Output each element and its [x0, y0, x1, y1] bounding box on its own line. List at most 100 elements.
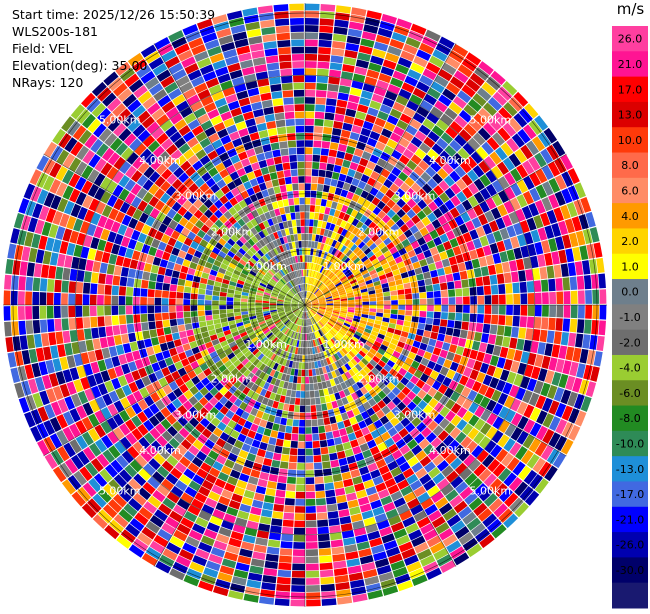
velocity-cell	[47, 293, 54, 305]
velocity-cell	[320, 4, 335, 12]
velocity-cell	[344, 116, 354, 125]
velocity-cell	[286, 119, 295, 126]
velocity-cell	[544, 253, 553, 266]
velocity-cell	[497, 325, 505, 335]
velocity-cell	[468, 322, 476, 331]
velocity-cell	[571, 305, 578, 318]
velocity-cell	[463, 305, 470, 313]
velocity-cell	[213, 314, 220, 319]
velocity-cell	[307, 255, 310, 262]
velocity-cell	[248, 299, 255, 302]
velocity-cell	[181, 266, 189, 274]
velocity-cell	[520, 316, 527, 327]
velocity-cell	[157, 328, 165, 336]
velocity-cell	[83, 317, 90, 328]
velocity-cell	[451, 336, 459, 345]
velocity-cell	[311, 184, 317, 191]
velocity-cell	[305, 104, 315, 111]
velocity-cell	[264, 151, 273, 159]
velocity-cell	[512, 316, 519, 327]
velocity-cell	[185, 323, 193, 330]
velocity-cell	[40, 278, 48, 291]
velocity-cell	[206, 315, 213, 321]
velocity-cell	[160, 259, 168, 268]
velocity-cell	[300, 348, 303, 355]
velocity-cell	[341, 303, 348, 305]
velocity-cell	[564, 305, 571, 318]
velocity-cell	[449, 344, 457, 353]
velocity-cell	[377, 297, 384, 301]
velocity-cell	[146, 347, 155, 356]
velocity-cell	[520, 282, 527, 293]
velocity-cell	[305, 32, 318, 39]
velocity-cell	[241, 308, 248, 311]
velocity-cell	[339, 85, 351, 93]
velocity-cell	[326, 497, 336, 505]
velocity-cell	[199, 283, 206, 289]
velocity-cell	[305, 348, 307, 355]
velocity-cell	[338, 509, 349, 517]
velocity-cell	[283, 163, 291, 170]
velocity-cell	[251, 50, 264, 59]
velocity-cell	[33, 320, 41, 334]
velocity-cell	[306, 520, 317, 527]
velocity-cell	[266, 121, 276, 129]
velocity-cell	[362, 305, 369, 308]
velocity-cell	[477, 296, 484, 305]
velocity-cell	[498, 284, 505, 294]
velocity-cell	[316, 97, 326, 104]
velocity-cell	[585, 290, 592, 304]
velocity-cell	[486, 344, 495, 354]
velocity-cell	[297, 470, 305, 477]
velocity-cell	[292, 564, 305, 571]
velocity-cell	[377, 301, 384, 305]
velocity-cell	[470, 314, 477, 323]
velocity-cell	[377, 309, 384, 313]
velocity-cell	[500, 347, 509, 358]
velocity-cell	[219, 305, 226, 309]
velocity-cell	[234, 298, 241, 302]
velocity-cell	[335, 582, 349, 590]
velocity-cell	[259, 160, 268, 168]
velocity-cell	[498, 315, 505, 325]
velocity-cell	[384, 305, 391, 309]
velocity-cell	[162, 252, 171, 261]
velocity-cell	[263, 174, 271, 182]
velocity-cell	[162, 291, 169, 298]
velocity-cell	[294, 528, 305, 535]
velocity-cell	[323, 468, 332, 476]
velocity-cell	[561, 263, 569, 276]
velocity-cell	[319, 33, 332, 41]
velocity-cell	[57, 344, 66, 357]
velocity-cell	[181, 337, 189, 345]
velocity-cell	[264, 495, 275, 503]
velocity-cell	[297, 227, 301, 234]
velocity-cell	[549, 292, 556, 304]
velocity-cell	[332, 546, 345, 554]
velocity-cell	[126, 287, 133, 296]
velocity-cell	[589, 259, 597, 274]
velocity-cell	[114, 266, 122, 276]
velocity-cell	[205, 295, 212, 300]
velocity-cell	[262, 34, 276, 42]
velocity-cell	[577, 319, 585, 333]
velocity-cell	[259, 442, 268, 450]
velocity-cell	[97, 295, 104, 305]
velocity-cell	[63, 331, 71, 343]
velocity-cell	[598, 320, 606, 335]
velocity-cell	[123, 257, 131, 267]
velocity-cell	[584, 320, 592, 334]
velocity-cell	[178, 325, 186, 332]
velocity-cell	[305, 183, 311, 190]
velocity-cell	[458, 338, 466, 347]
velocity-cell	[112, 286, 119, 296]
velocity-cell	[305, 212, 309, 219]
velocity-cell	[120, 277, 128, 287]
velocity-cell	[493, 345, 502, 356]
velocity-cell	[437, 333, 445, 341]
velocity-cell	[481, 333, 489, 343]
velocity-cell	[321, 454, 329, 462]
velocity-cell	[286, 389, 291, 396]
velocity-cell	[279, 141, 288, 149]
velocity-cell	[305, 341, 307, 348]
